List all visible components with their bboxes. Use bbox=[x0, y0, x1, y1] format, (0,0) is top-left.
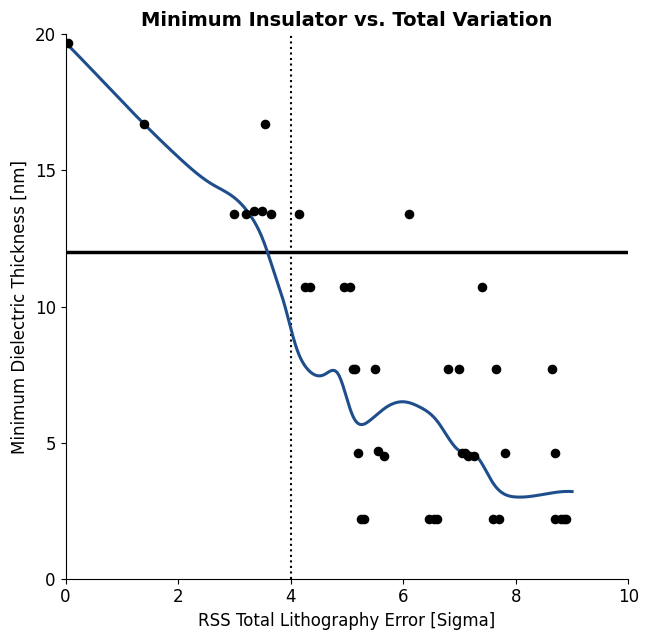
Point bbox=[372, 445, 383, 456]
Point bbox=[229, 209, 240, 219]
Point bbox=[350, 364, 361, 374]
Point bbox=[550, 513, 560, 524]
Point bbox=[499, 448, 510, 458]
Point bbox=[404, 209, 414, 219]
Point bbox=[249, 206, 259, 217]
Point bbox=[359, 513, 369, 524]
Point bbox=[460, 448, 471, 458]
Point bbox=[494, 513, 504, 524]
Point bbox=[356, 513, 366, 524]
Point bbox=[491, 364, 501, 374]
Point bbox=[547, 364, 558, 374]
Point bbox=[469, 451, 479, 462]
Title: Minimum Insulator vs. Total Variation: Minimum Insulator vs. Total Variation bbox=[141, 11, 552, 30]
Point bbox=[457, 448, 467, 458]
Y-axis label: Minimum Dielectric Thickness [nm]: Minimum Dielectric Thickness [nm] bbox=[11, 160, 29, 454]
Point bbox=[63, 37, 73, 47]
Point bbox=[300, 282, 310, 292]
Point bbox=[378, 451, 389, 462]
Point bbox=[423, 513, 434, 524]
Point bbox=[561, 513, 571, 524]
Point bbox=[353, 448, 363, 458]
Point bbox=[260, 119, 270, 129]
Point bbox=[294, 209, 304, 219]
Point bbox=[463, 451, 473, 462]
Point bbox=[488, 513, 499, 524]
Point bbox=[139, 119, 150, 129]
Point bbox=[347, 364, 358, 374]
Point bbox=[370, 364, 380, 374]
Point bbox=[443, 364, 454, 374]
Point bbox=[266, 209, 276, 219]
Point bbox=[432, 513, 442, 524]
Point bbox=[305, 282, 315, 292]
Point bbox=[556, 513, 566, 524]
Point bbox=[454, 364, 465, 374]
Point bbox=[344, 282, 355, 292]
Point bbox=[429, 513, 439, 524]
Point bbox=[257, 206, 268, 217]
Point bbox=[240, 209, 251, 219]
Point bbox=[558, 513, 569, 524]
Point bbox=[550, 448, 560, 458]
Point bbox=[339, 282, 349, 292]
Point bbox=[477, 282, 488, 292]
X-axis label: RSS Total Lithography Error [Sigma]: RSS Total Lithography Error [Sigma] bbox=[198, 612, 495, 630]
